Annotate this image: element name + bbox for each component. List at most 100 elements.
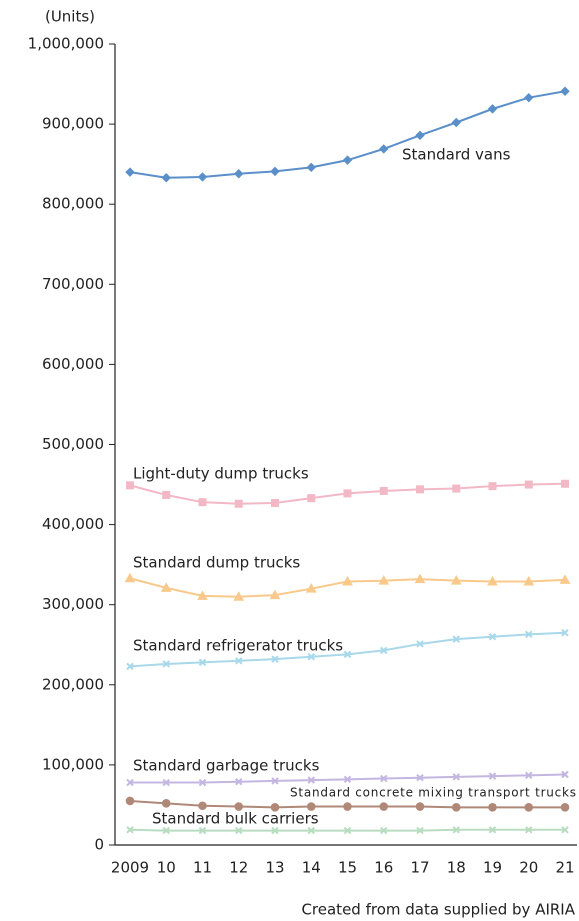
marker <box>162 660 170 668</box>
series-label: Standard dump trucks <box>133 554 300 572</box>
marker <box>343 802 352 811</box>
marker <box>162 826 170 835</box>
marker <box>125 796 135 806</box>
marker <box>269 589 281 600</box>
marker <box>271 498 279 507</box>
x-tick-label: 10 <box>157 859 176 877</box>
marker <box>198 658 207 667</box>
x-tick-label: 11 <box>193 859 212 877</box>
marker <box>524 803 534 812</box>
marker <box>415 130 425 141</box>
marker <box>380 646 388 655</box>
y-tick-label: 1,000,000 <box>28 35 104 53</box>
marker <box>197 172 208 182</box>
series-label: Standard concrete mixing transport truck… <box>290 786 576 800</box>
marker <box>560 86 570 96</box>
x-tick-label: 15 <box>338 859 357 877</box>
marker <box>451 117 461 128</box>
marker <box>487 104 498 114</box>
marker <box>415 802 425 811</box>
marker <box>126 662 134 671</box>
marker <box>160 582 172 592</box>
marker <box>161 173 171 183</box>
marker <box>234 169 244 179</box>
marker <box>380 826 388 835</box>
marker <box>416 640 424 648</box>
marker <box>235 657 243 665</box>
marker <box>270 166 280 177</box>
marker <box>488 826 497 834</box>
marker <box>523 575 535 586</box>
unit-label: (Units) <box>45 8 95 26</box>
x-tick-label: 12 <box>229 859 248 877</box>
x-tick-label: 21 <box>555 859 574 877</box>
series-label: Light-duty dump trucks <box>133 465 309 483</box>
marker <box>451 803 461 812</box>
marker <box>559 574 571 584</box>
marker <box>416 774 424 782</box>
marker <box>525 771 533 780</box>
marker <box>561 629 569 637</box>
marker <box>126 481 134 490</box>
marker <box>307 826 315 835</box>
series-label: Standard garbage trucks <box>133 757 320 775</box>
marker <box>488 482 497 491</box>
marker <box>235 778 243 786</box>
marker <box>307 494 316 503</box>
y-tick-label: 100,000 <box>42 755 104 773</box>
x-tick-label: 19 <box>483 859 502 877</box>
marker <box>306 162 316 173</box>
marker <box>342 575 353 586</box>
y-tick-label: 900,000 <box>42 115 104 133</box>
marker <box>561 770 569 779</box>
marker <box>452 826 460 834</box>
marker <box>524 480 533 489</box>
source-note: Created from data supplied by AIRIA <box>301 901 575 919</box>
series-label: Standard bulk carriers <box>152 810 319 828</box>
marker <box>416 485 424 494</box>
marker <box>343 826 352 835</box>
marker <box>198 801 207 811</box>
marker <box>343 775 352 784</box>
y-tick-label: 800,000 <box>42 195 104 213</box>
marker <box>307 653 315 661</box>
marker <box>379 486 388 495</box>
marker <box>342 155 353 165</box>
x-tick-label: 13 <box>265 859 284 877</box>
marker <box>233 591 245 601</box>
marker <box>270 803 280 812</box>
marker <box>379 144 389 154</box>
marker <box>162 490 171 499</box>
marker <box>124 572 136 583</box>
x-tick-label: 17 <box>410 859 429 877</box>
marker <box>125 167 135 177</box>
marker <box>488 633 497 641</box>
marker <box>379 802 389 811</box>
marker <box>343 489 352 498</box>
marker <box>234 499 243 508</box>
series-label: Standard refrigerator trucks <box>133 637 343 655</box>
marker <box>525 826 533 834</box>
marker <box>452 635 460 643</box>
marker <box>488 803 497 812</box>
y-tick-label: 0 <box>94 836 104 854</box>
marker <box>343 650 352 659</box>
series-label: Standard vans <box>402 146 511 164</box>
marker <box>162 778 170 787</box>
x-tick-label: 16 <box>374 859 393 877</box>
x-tick-label: 20 <box>519 859 538 877</box>
x-tick-label: 14 <box>302 859 321 877</box>
x-tick-label: 2009 <box>111 859 149 877</box>
marker <box>416 826 424 835</box>
marker <box>306 802 316 811</box>
marker <box>560 803 570 812</box>
marker <box>161 799 171 808</box>
y-tick-label: 600,000 <box>42 355 104 373</box>
y-tick-label: 200,000 <box>42 675 104 693</box>
marker <box>126 826 134 834</box>
marker <box>198 778 207 787</box>
marker <box>271 777 279 785</box>
marker <box>450 575 462 585</box>
marker <box>524 92 534 103</box>
marker <box>234 802 244 811</box>
